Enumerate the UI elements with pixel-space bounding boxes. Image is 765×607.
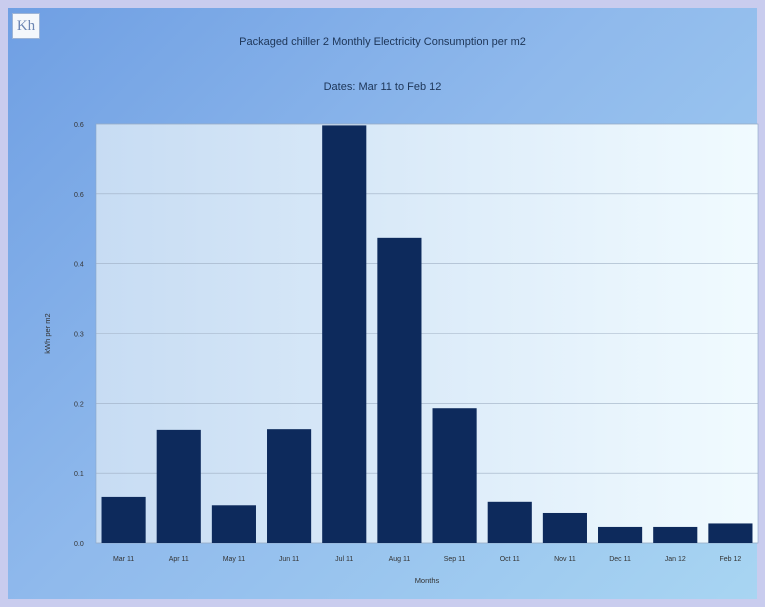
x-axis-ticks: Mar 11 Apr 11 May 11 Jun 11 Jul 11 Aug 11 Sep … bbox=[113, 556, 741, 563]
bar-apr-11 bbox=[156, 429, 201, 543]
x-tick-label: Apr 11 bbox=[169, 556, 189, 563]
chart-subtitle: Dates: Mar 11 to Feb 12 bbox=[323, 81, 442, 93]
x-tick-label: Jan 12 bbox=[665, 556, 686, 563]
y-tick-label: 0.4 bbox=[74, 262, 84, 269]
bar-oct-11 bbox=[487, 501, 532, 543]
gridlines bbox=[96, 123, 758, 544]
x-tick-label: Jun 11 bbox=[279, 556, 300, 563]
x-tick-label: Jul 11 bbox=[335, 556, 353, 563]
bar-jun-11 bbox=[267, 429, 312, 543]
y-axis-title: kWh per m2 bbox=[43, 313, 52, 353]
y-tick-label: 0.6 bbox=[74, 122, 84, 129]
bar-nov-11 bbox=[542, 512, 587, 543]
bar-may-11 bbox=[211, 505, 256, 543]
x-tick-label: Oct 11 bbox=[500, 556, 520, 563]
bar-jan-12 bbox=[653, 526, 698, 543]
bar-feb-12 bbox=[708, 523, 753, 543]
bar-jul-11 bbox=[322, 125, 367, 543]
bars bbox=[101, 125, 753, 543]
x-axis-title: Months bbox=[415, 576, 440, 585]
chart-title: Packaged chiller 2 Monthly Electricity C… bbox=[239, 36, 526, 48]
x-tick-label: Mar 11 bbox=[113, 556, 134, 563]
x-tick-label: Dec 11 bbox=[609, 556, 631, 563]
y-tick-label: 0.0 bbox=[74, 541, 84, 548]
bar-mar-11 bbox=[101, 496, 146, 543]
x-tick-label: Nov 11 bbox=[554, 556, 576, 563]
y-tick-label: 0.6 bbox=[74, 192, 84, 199]
x-tick-label: May 11 bbox=[223, 556, 246, 563]
y-tick-label: 0.3 bbox=[74, 332, 84, 339]
y-tick-label: 0.1 bbox=[74, 471, 84, 478]
kh-logo-icon: Kh bbox=[12, 13, 40, 39]
bar-dec-11 bbox=[598, 526, 643, 543]
x-tick-label: Feb 12 bbox=[720, 556, 742, 563]
x-tick-label: Aug 11 bbox=[389, 556, 411, 563]
bar-aug-11 bbox=[377, 237, 422, 543]
y-tick-label: 0.2 bbox=[74, 401, 84, 408]
x-tick-label: Sep 11 bbox=[444, 556, 466, 563]
y-axis-ticks: 0.0 0.1 0.2 0.3 0.4 0.6 0.6 bbox=[74, 122, 84, 548]
bar-sep-11 bbox=[432, 408, 477, 543]
